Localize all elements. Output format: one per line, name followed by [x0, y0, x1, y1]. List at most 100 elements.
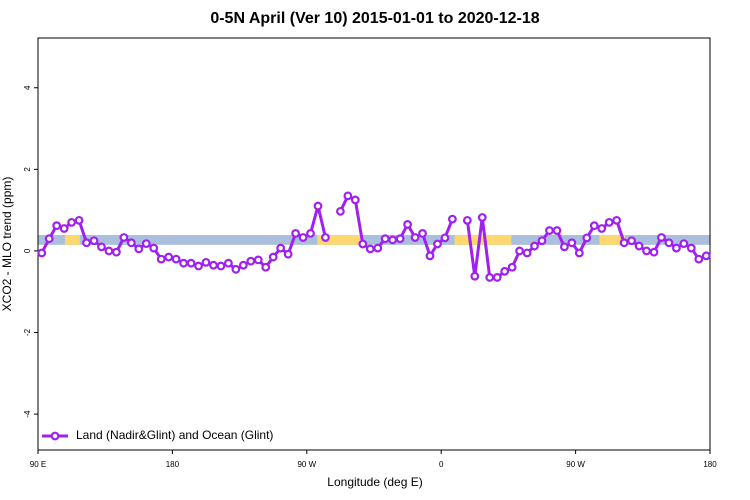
data-point — [560, 242, 569, 252]
data-point — [373, 243, 383, 253]
data-point — [537, 236, 547, 246]
data-point — [672, 243, 681, 253]
data-point — [388, 235, 398, 245]
data-point — [291, 228, 301, 238]
legend-label: Land (Nadir&Glint) and Ocean (Glint) — [76, 428, 273, 442]
x-tick-label: 90 E — [30, 460, 46, 469]
data-point — [201, 257, 211, 267]
surface-band-highlight — [454, 235, 512, 245]
data-point — [44, 234, 54, 244]
data-point — [470, 271, 480, 281]
data-point — [604, 217, 614, 227]
data-point — [522, 248, 532, 258]
data-point — [74, 215, 84, 225]
data-point — [216, 261, 226, 271]
data-point — [313, 201, 323, 211]
data-point — [485, 273, 495, 282]
y-tick-label: 4 — [23, 85, 32, 90]
data-point — [657, 233, 666, 242]
data-point — [104, 246, 114, 256]
data-point — [194, 261, 203, 271]
data-point — [403, 220, 413, 229]
data-point — [425, 251, 435, 261]
data-point — [119, 233, 129, 242]
surface-band-highlight — [599, 235, 625, 245]
y-tick-label: -2 — [23, 328, 32, 336]
legend-marker — [50, 431, 60, 441]
data-point — [261, 262, 271, 272]
data-point — [253, 255, 263, 265]
data-point — [694, 254, 704, 264]
data-point — [597, 224, 607, 233]
x-tick-label: 90 W — [566, 460, 585, 469]
data-point — [477, 213, 487, 222]
chart-title: 0-5N April (Ver 10) 2015-01-01 to 2020-1… — [210, 10, 539, 27]
data-point — [97, 242, 106, 252]
data-point — [619, 238, 629, 248]
data-point — [380, 234, 390, 244]
data-point — [664, 238, 674, 248]
x-tick-label: 90 W — [297, 460, 316, 469]
surface-band-highlight — [64, 235, 80, 245]
data-point — [276, 243, 286, 253]
x-tick-label: 180 — [703, 460, 717, 469]
data-point — [111, 247, 121, 257]
data-point — [410, 233, 420, 242]
data-point — [52, 221, 62, 231]
data-point — [627, 236, 636, 246]
data-point — [515, 246, 524, 256]
data-point — [171, 254, 181, 264]
data-point — [82, 238, 91, 248]
data-point — [223, 258, 233, 268]
data-point — [37, 248, 47, 258]
data-point — [545, 226, 554, 235]
data-point — [642, 246, 651, 256]
data-point — [231, 264, 241, 274]
data-point — [589, 221, 599, 231]
data-point — [209, 260, 218, 270]
data-point — [448, 214, 457, 224]
data-point — [612, 215, 622, 225]
data-point — [321, 233, 330, 242]
y-tick-label: 2 — [23, 167, 32, 172]
data-point — [492, 273, 502, 282]
y-tick-label: -4 — [23, 410, 32, 418]
data-point — [649, 247, 659, 257]
data-point — [343, 191, 353, 201]
data-point — [268, 252, 278, 262]
data-point — [134, 244, 144, 254]
data-point — [440, 233, 450, 243]
data-point — [582, 233, 592, 243]
data-point — [358, 239, 368, 249]
data-point — [350, 195, 360, 205]
data-point — [164, 252, 174, 262]
data-point — [365, 244, 375, 254]
x-tick-label: 180 — [166, 460, 180, 469]
surface-band — [38, 235, 710, 245]
data-point — [126, 238, 136, 248]
data-point — [59, 224, 69, 233]
data-point — [67, 217, 76, 227]
data-point — [283, 249, 293, 259]
data-point — [89, 236, 99, 246]
y-tick-label: 0 — [23, 248, 32, 253]
plot-frame — [37, 37, 711, 451]
x-tick-label: 0 — [439, 460, 444, 469]
data-point — [141, 239, 151, 248]
data-point — [246, 256, 256, 266]
data-point — [395, 234, 405, 244]
data-point — [306, 228, 315, 238]
data-point — [634, 241, 644, 251]
data-point — [418, 228, 427, 238]
x-axis-label: Longitude (deg E) — [327, 475, 422, 489]
data-point — [701, 251, 711, 261]
data-point — [500, 266, 510, 276]
data-point — [186, 258, 196, 268]
data-point — [462, 215, 472, 225]
data-point — [238, 260, 248, 270]
data-point — [567, 238, 577, 248]
surface-band-highlight — [317, 235, 363, 245]
data-point — [686, 243, 696, 253]
data-point — [298, 233, 308, 242]
